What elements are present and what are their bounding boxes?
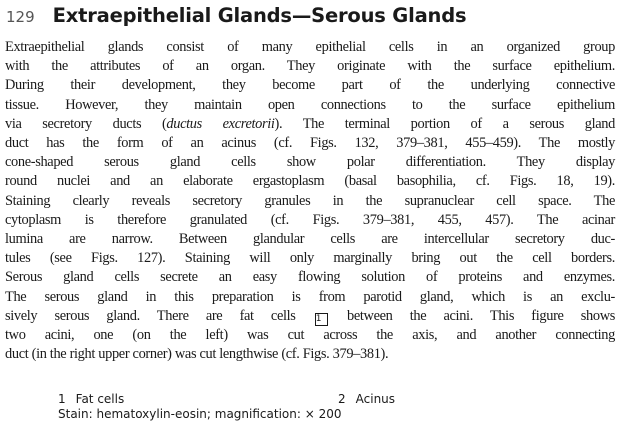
legend-item: 2 Acinus — [338, 392, 395, 407]
text-line: sively serous gland. There are fat cells… — [5, 307, 615, 326]
body-paragraph: Extraepithelial glands consist of many e… — [5, 38, 615, 364]
text-line: duct (in the right upper corner) was cut… — [5, 346, 389, 363]
legend-label: Fat cells — [75, 392, 125, 406]
legend-number: 2 — [338, 392, 346, 406]
text-line: tules (see Figs. 127). Staining will onl… — [5, 250, 615, 267]
text-line: cone-shaped serous gland cells show pola… — [5, 154, 615, 171]
page-title: Extraepithelial Glands—Serous Glands — [52, 4, 467, 27]
text-line: Staining clearly reveals secretory granu… — [5, 192, 615, 209]
text-line: lumina are narrow. Between glandular cel… — [5, 231, 615, 248]
text-segment: sively serous gland. There are fat cells — [5, 307, 296, 324]
page-header: 129 Extraepithelial Glands—Serous Glands — [6, 4, 467, 30]
text-line: Extraepithelial glands consist of many e… — [5, 39, 615, 55]
legend-items: 1 Fat cells 2 Acinus — [58, 392, 578, 407]
text-line: two acini, one (on the left) was cut acr… — [5, 327, 615, 344]
figure-marker-box: 1 — [314, 312, 328, 326]
text-segment: ). The terminal portion of a serous glan… — [274, 115, 616, 132]
text-line: Serous gland cells secrete an easy flowi… — [5, 269, 615, 286]
text-line: with the attributes of an organ. They or… — [5, 58, 615, 75]
figure-legend: 1 Fat cells 2 Acinus Stain: hematoxylin-… — [58, 392, 578, 422]
text-line: round nuclei and an elaborate ergastopla… — [5, 173, 615, 190]
stain-caption: Stain: hematoxylin-eosin; magnification:… — [58, 407, 342, 421]
text-line: The serous gland in this preparation is … — [5, 288, 615, 305]
legend-number: 1 — [58, 392, 66, 406]
text-line: cytoplasm is therefore granulated (cf. F… — [5, 211, 615, 228]
text-line: tissue. However, they maintain open conn… — [5, 96, 615, 113]
latin-term: ductus excretorii — [166, 115, 275, 132]
legend-label: Acinus — [355, 392, 396, 406]
text-segment: between the acini. This figure shows — [347, 307, 616, 324]
text-line: via secretory ducts (ductus excretorii).… — [5, 115, 615, 134]
text-segment: via secretory ducts ( — [5, 115, 167, 132]
page-number: 129 — [6, 8, 35, 26]
text-line: During their development, they become pa… — [5, 77, 615, 94]
legend-item: 1 Fat cells — [58, 392, 338, 407]
text-line: duct has the form of an acinus (cf. Figs… — [5, 135, 615, 152]
